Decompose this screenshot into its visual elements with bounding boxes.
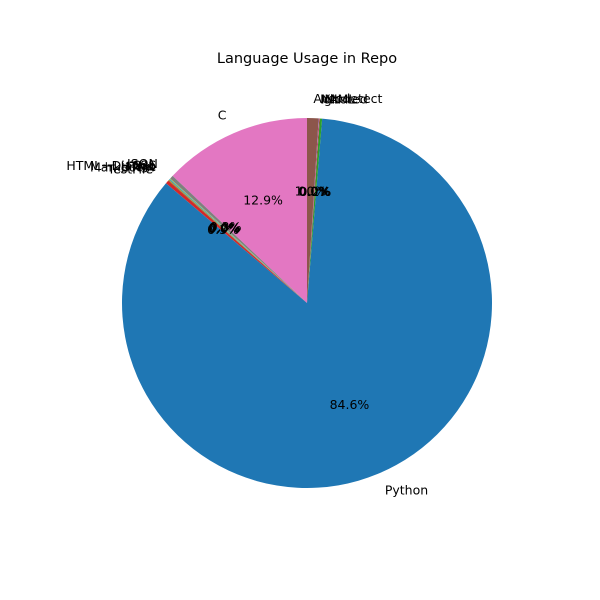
pie-slice-html-django [169,178,307,303]
slice-label: Autodetect [313,91,382,106]
slice-label: Ignored [320,91,368,106]
slice-percent-label: 0.3% [210,219,242,234]
slice-percent-label: 0.2% [300,184,332,199]
slice-percent-label: 0.0% [298,184,330,199]
pie-slice-json [170,175,307,303]
pie-labels: C 12.9% JSON 0.3% CSS 0.0% HTML+Django 0.0% HTML… [66,91,428,497]
slice-percent-label: 0.0% [208,221,240,236]
slice-label: YAML [321,92,355,107]
pie-slice-ignored [307,118,320,304]
pie-slice-python [122,118,493,489]
slice-percent-label: 1.0% [295,184,327,199]
slice-percent-label: 0.3% [207,222,239,237]
slice-label: CSS [132,158,157,173]
slice-label: JSON [126,156,158,171]
slice-percent-label: 0.0% [208,221,240,236]
slice-label: TestFile [107,161,154,176]
pie-slice-c [172,118,307,303]
pie-slice-yaml [307,118,323,303]
pie-slice-css [169,178,307,303]
pie-slice-ini [307,118,320,303]
slice-label: INI [321,91,338,106]
pie-slice-autodetect [307,118,319,303]
slice-label: HTML [121,159,156,174]
slice-percent-label: 0.0% [208,220,240,235]
pie-slice-text [168,179,307,303]
slice-label: Python [385,483,428,498]
slice-percent-label: 0.0% [209,220,241,235]
pie-slices [122,118,493,489]
pie-slice-testfile [165,180,307,303]
slice-label: C [218,108,227,123]
slice-label: Text [129,159,155,174]
slice-percent-label: 84.6% [330,397,370,412]
slice-label: Markdown [90,160,155,175]
slice-percent-label: 0.0% [209,220,241,235]
slice-percent-label: 0.0% [299,184,331,199]
slice-percent-label: 12.9% [243,193,283,208]
chart-title: Language Usage in Repo [217,51,397,67]
pie-slice-html [169,179,307,303]
pie-slice-markdown [168,180,307,303]
slice-label: HTML+Django [66,158,156,173]
